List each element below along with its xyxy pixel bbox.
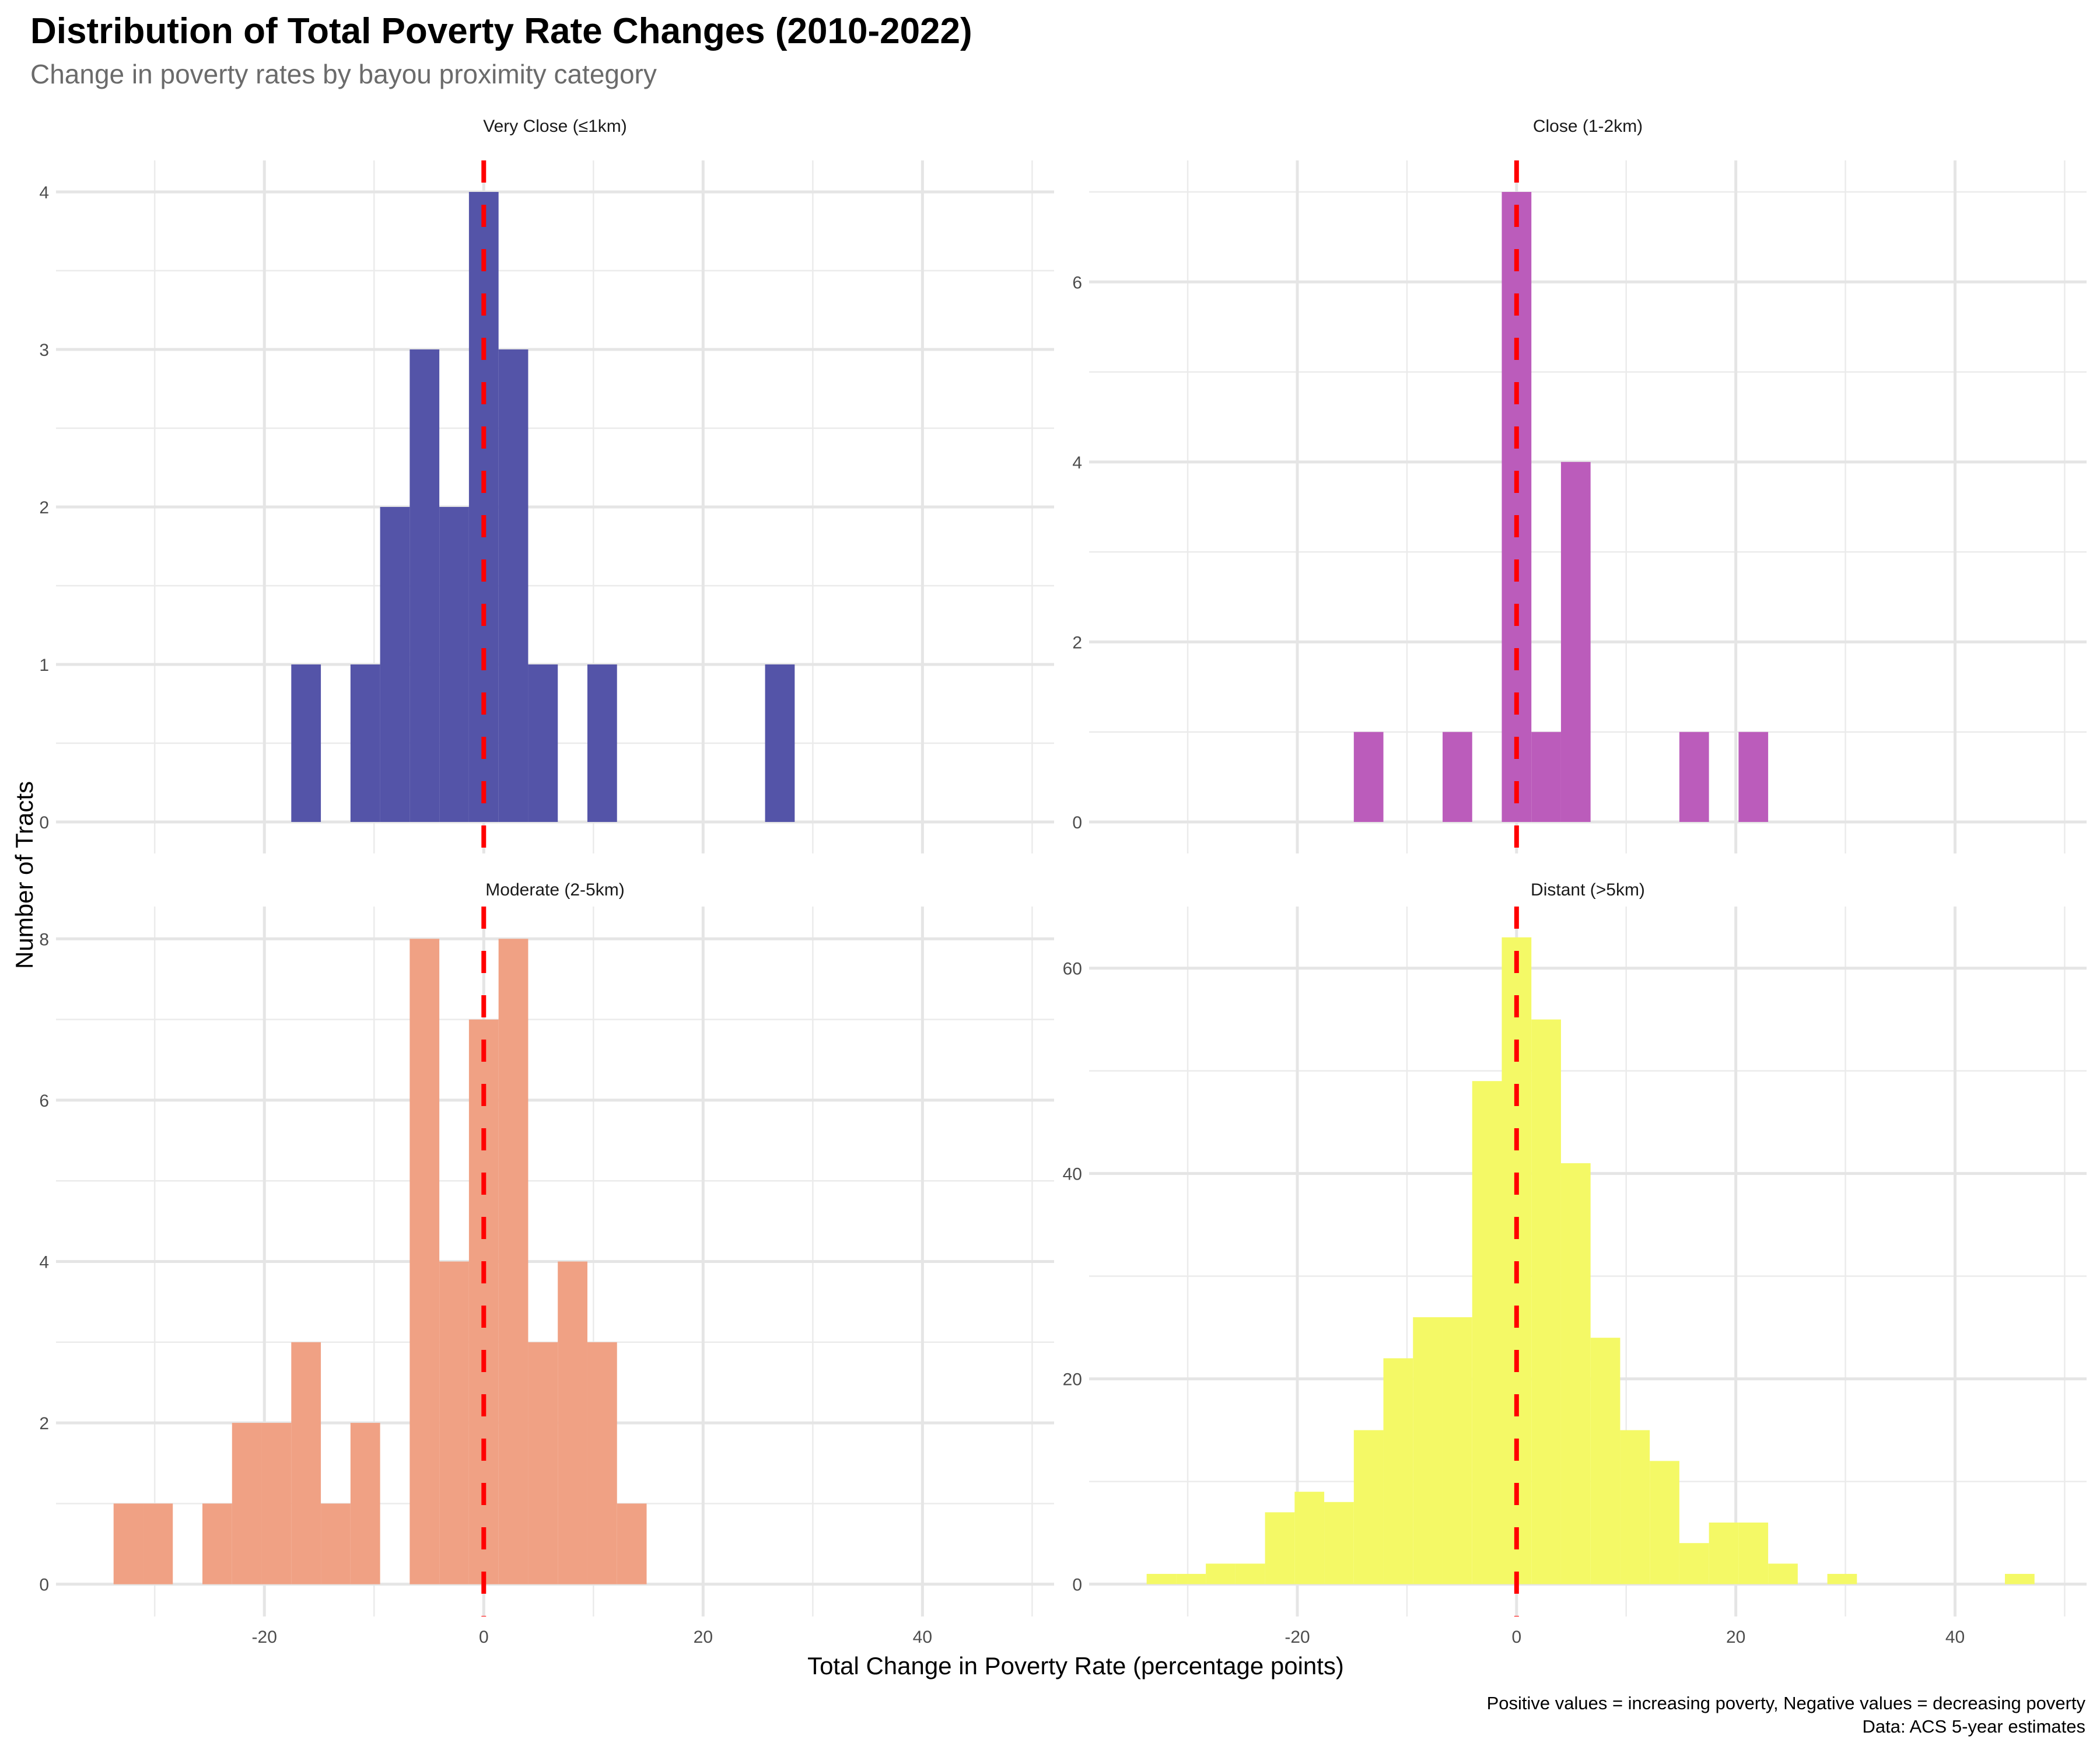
histogram-bar — [1679, 1543, 1709, 1584]
panel-4: 0 20 40 60 Distant (>5km) -20 0 20 40 — [1063, 880, 2087, 1647]
histogram-bar — [1176, 1573, 1206, 1584]
histogram-bar — [1709, 1522, 1739, 1584]
histogram-bar — [410, 939, 440, 1584]
histogram-bar — [143, 1503, 173, 1584]
x-tick-label: 40 — [1945, 1628, 1965, 1647]
histogram-bar — [1738, 732, 1769, 822]
x-tick-label: 20 — [1726, 1628, 1745, 1647]
y-tick-label: 4 — [39, 183, 49, 202]
histogram-bar — [1768, 1563, 1798, 1584]
histogram-bar — [1827, 1573, 1857, 1584]
y-tick-label: 1 — [39, 656, 49, 675]
histogram-bar — [1206, 1563, 1236, 1584]
histogram-bar — [528, 664, 558, 822]
histogram-bar — [587, 1342, 617, 1584]
y-tick-label: 3 — [39, 341, 49, 360]
facet-strip-label: Close (1-2km) — [1533, 117, 1643, 136]
histogram-bar — [1560, 461, 1591, 822]
y-tick-label: 2 — [39, 498, 49, 517]
x-tick-label: -20 — [1284, 1628, 1310, 1647]
panel-3: 0 2 4 6 8 Moderate (2-5km) -20 0 20 40 — [39, 880, 1054, 1647]
histogram-bar — [410, 349, 440, 822]
x-tick-label: 0 — [479, 1628, 489, 1647]
x-tick-label: 40 — [913, 1628, 932, 1647]
histogram-bar — [232, 1423, 262, 1584]
histogram-bar — [1590, 1338, 1620, 1584]
facet-strip-label: Distant (>5km) — [1531, 880, 1645, 900]
histogram-bar — [1620, 1430, 1650, 1584]
histogram-bar — [1353, 1430, 1384, 1584]
chart-subtitle: Change in poverty rates by bayou proximi… — [30, 59, 657, 89]
histogram-bar — [1502, 192, 1532, 822]
y-tick-label: 2 — [39, 1414, 49, 1433]
histogram-bar — [1146, 1573, 1177, 1584]
histogram-bar — [350, 1423, 380, 1584]
histogram-bar — [765, 664, 795, 822]
histogram-bar — [380, 507, 410, 822]
histogram-bar — [587, 664, 617, 822]
histogram-bar — [291, 664, 321, 822]
histogram-bar — [1472, 1081, 1502, 1584]
histogram-bar — [321, 1503, 351, 1584]
histogram-bar — [2005, 1573, 2035, 1584]
caption-line-1: Positive values = increasing poverty, Ne… — [1487, 1693, 2086, 1713]
histogram-bar — [1650, 1461, 1679, 1584]
y-tick-label: 8 — [39, 930, 49, 949]
histogram-bar — [291, 1342, 321, 1584]
y-tick-label: 2 — [1072, 633, 1082, 652]
facet-strip-label: Moderate (2-5km) — [485, 880, 624, 900]
histogram-bar — [528, 1342, 558, 1584]
histogram-bar — [261, 1423, 292, 1584]
y-axis-title: Number of Tracts — [10, 781, 38, 969]
y-tick-label: 0 — [39, 813, 49, 832]
y-tick-label: 0 — [39, 1576, 49, 1595]
x-axis-title: Total Change in Poverty Rate (percentage… — [807, 1652, 1344, 1679]
histogram-bar — [1531, 1019, 1561, 1584]
histogram-bar — [439, 507, 469, 822]
histogram-bar — [1443, 732, 1472, 822]
histogram-bar — [439, 1261, 469, 1584]
histogram-bar — [468, 192, 499, 822]
panel-2: 0 2 4 6 Close (1-2km) — [1072, 117, 2087, 853]
histogram-bar — [1353, 732, 1384, 822]
y-tick-label: 6 — [39, 1091, 49, 1111]
histogram-bar — [1265, 1512, 1295, 1584]
histogram-bar — [498, 349, 528, 822]
y-tick-label: 4 — [1072, 453, 1082, 473]
histogram-bar — [350, 664, 380, 822]
facet-strip-label: Very Close (≤1km) — [483, 117, 627, 136]
histogram-bar — [498, 939, 528, 1584]
histogram-bar — [113, 1503, 144, 1584]
histogram-bar — [202, 1503, 232, 1584]
histogram-bar — [1738, 1522, 1769, 1584]
y-tick-label: 6 — [1072, 273, 1082, 292]
histogram-bar — [1679, 732, 1709, 822]
histogram-bar — [1443, 1317, 1472, 1584]
y-tick-label: 0 — [1072, 813, 1082, 832]
y-tick-label: 0 — [1072, 1576, 1082, 1595]
histogram-bar — [558, 1261, 587, 1584]
panel-1: 0 1 2 3 4 Very Close (≤1km) — [39, 117, 1054, 853]
y-tick-label: 60 — [1063, 960, 1082, 979]
x-tick-label: -20 — [252, 1628, 277, 1647]
histogram-bar — [617, 1503, 647, 1584]
x-tick-label: 20 — [694, 1628, 713, 1647]
histogram-bar — [1294, 1492, 1325, 1584]
x-tick-label: 0 — [1512, 1628, 1522, 1647]
y-tick-label: 4 — [39, 1253, 49, 1272]
y-tick-label: 40 — [1063, 1165, 1082, 1184]
histogram-bar — [1383, 1358, 1413, 1584]
histogram-bar — [1235, 1563, 1265, 1584]
chart-title: Distribution of Total Poverty Rate Chang… — [30, 11, 972, 51]
histogram-bar — [1324, 1502, 1354, 1584]
caption-line-2: Data: ACS 5-year estimates — [1863, 1716, 2086, 1737]
histogram-bar — [1560, 1163, 1591, 1584]
y-tick-label: 20 — [1063, 1370, 1082, 1390]
histogram-bar — [1413, 1317, 1443, 1584]
histogram-bar — [1531, 732, 1561, 822]
